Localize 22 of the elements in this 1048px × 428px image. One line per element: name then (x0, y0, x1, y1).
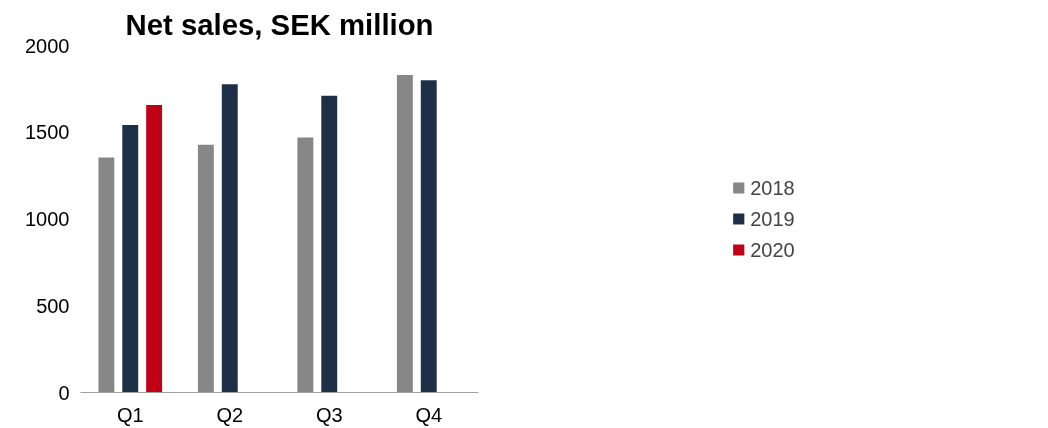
x-tick-label: Q1 (116, 403, 144, 426)
x-tick-label: Q2 (216, 403, 244, 426)
y-tick-label: 500 (36, 294, 70, 317)
y-tick-label: 1000 (25, 208, 70, 230)
bar (146, 105, 163, 393)
bar (122, 124, 139, 393)
bar (321, 95, 338, 393)
bar (420, 80, 437, 393)
y-tick-label: 2000 (25, 34, 70, 57)
bar (396, 75, 413, 393)
y-tick-label: 0 (58, 381, 70, 404)
chart-title: Net sales, SEK million (125, 7, 434, 41)
bar (297, 137, 314, 393)
bar (221, 84, 238, 393)
legend-label: 2019 (750, 207, 795, 230)
legend-label: 2020 (750, 238, 795, 261)
bar (197, 144, 214, 393)
bar (98, 157, 115, 393)
y-tick-label: 1500 (25, 121, 70, 144)
x-tick-label: Q4 (415, 403, 443, 426)
legend-label: 2018 (750, 176, 795, 199)
x-tick-label: Q3 (315, 403, 343, 426)
